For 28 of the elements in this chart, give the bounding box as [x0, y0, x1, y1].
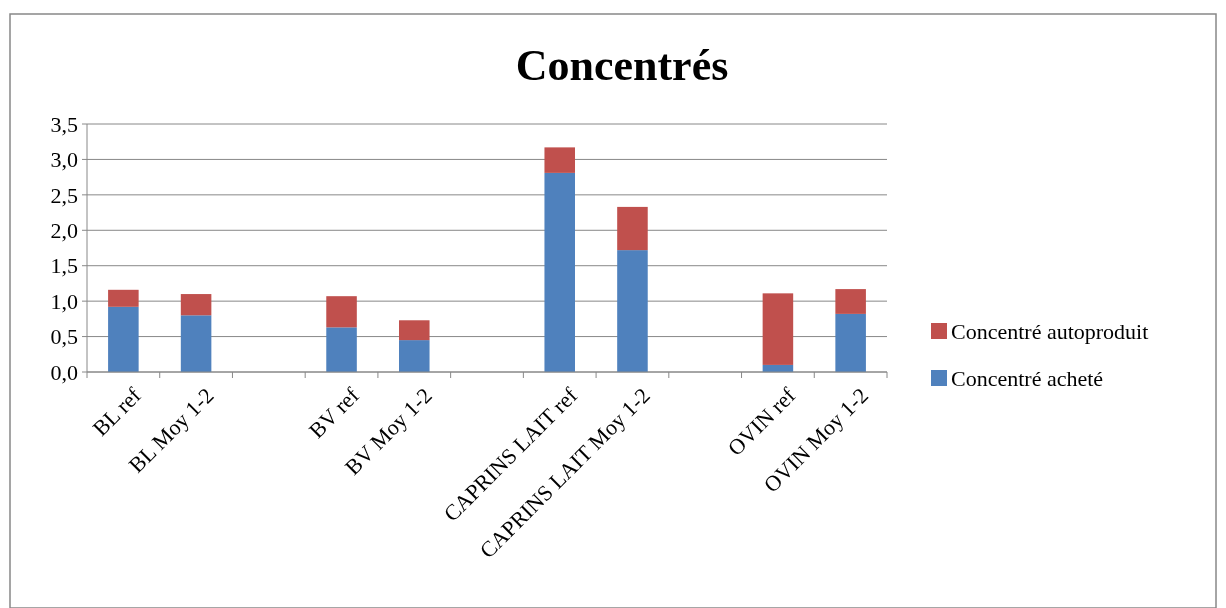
x-tick-label: BV ref	[303, 382, 365, 443]
y-tick-label: 3,0	[50, 147, 78, 173]
legend-label: Concentré acheté	[951, 365, 1104, 391]
bar	[762, 293, 794, 365]
legend-label: Concentré autoproduit	[951, 318, 1149, 344]
y-tick-label: 2,0	[50, 217, 78, 243]
bar	[617, 250, 648, 372]
bar	[399, 340, 430, 372]
bar	[180, 294, 212, 316]
bar	[326, 327, 357, 372]
y-tick-label: 1,5	[50, 253, 78, 279]
bar	[108, 289, 139, 307]
bar	[544, 147, 575, 173]
bar	[835, 313, 866, 372]
y-tick-label: 0,5	[50, 324, 78, 350]
x-tick-label: BL ref	[87, 382, 147, 441]
bar	[617, 206, 648, 251]
y-tick-label: 0,0	[50, 359, 78, 385]
bar	[108, 306, 139, 372]
bar	[544, 172, 575, 372]
chart-title: Concentrés	[515, 41, 729, 90]
y-tick-label: 1,0	[50, 288, 78, 314]
bar	[399, 320, 430, 341]
bar	[180, 315, 212, 372]
y-tick-label: 3,5	[50, 111, 78, 137]
bar	[326, 296, 357, 328]
bar	[835, 289, 866, 314]
y-tick-label: 2,5	[50, 182, 78, 208]
